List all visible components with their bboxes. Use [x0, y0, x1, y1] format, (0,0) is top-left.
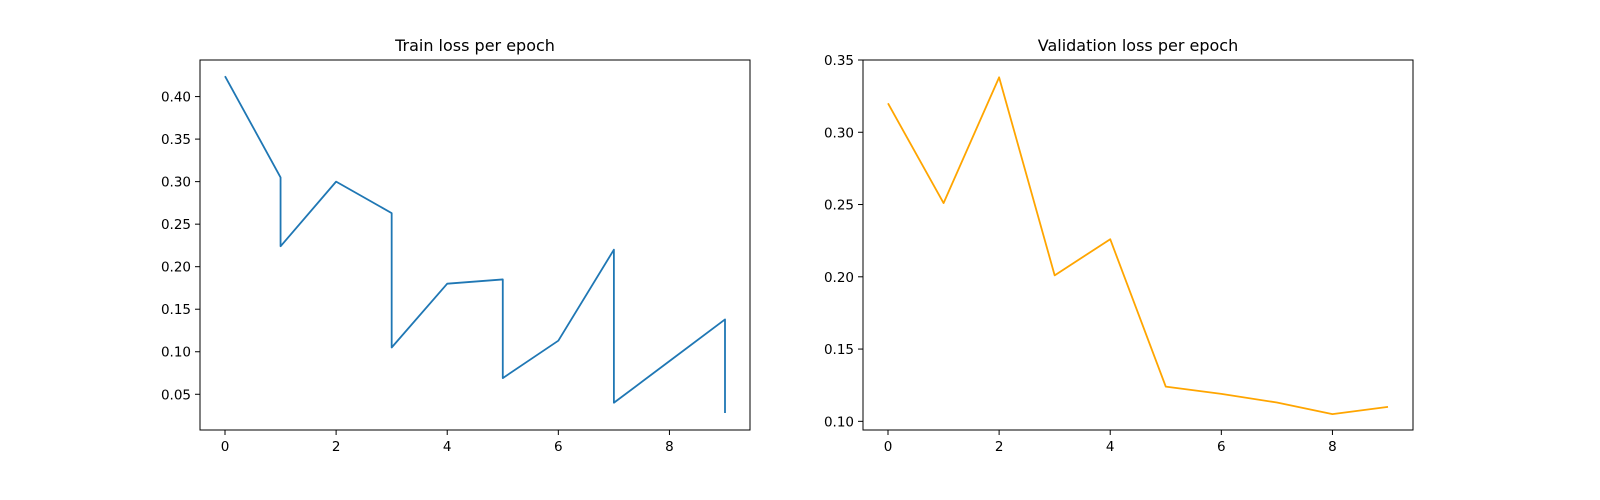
- train-y-tick-label: 0.30: [161, 175, 191, 191]
- validation-plot-frame: [862, 59, 1414, 431]
- validation-y-tick-label: 0.10: [824, 414, 854, 430]
- train-y-tick-label: 0.10: [161, 345, 191, 361]
- validation-x-tick-label: 0: [884, 439, 893, 455]
- validation-y-tick-label: 0.30: [824, 125, 854, 141]
- validation-y-tick-label: 0.35: [824, 53, 854, 69]
- train-y-tick-label: 0.25: [161, 217, 191, 233]
- validation-x-tick-label: 2: [995, 439, 1004, 455]
- validation-x-tick-label: 8: [1328, 439, 1337, 455]
- train-x-tick-label: 0: [221, 439, 230, 455]
- train-x-tick-label: 6: [554, 439, 563, 455]
- train-x-tick-label: 4: [443, 439, 452, 455]
- validation-x-tick-label: 4: [1106, 439, 1115, 455]
- validation-y-tick-label: 0.20: [824, 270, 854, 286]
- train-y-tick-label: 0.15: [161, 302, 191, 318]
- train-y-tick-label: 0.05: [161, 387, 191, 403]
- train-loss-line: [224, 75, 726, 413]
- train-x-tick-label: 2: [332, 439, 341, 455]
- validation-y-tick-label: 0.25: [824, 198, 854, 214]
- validation-y-tick-label: 0.15: [824, 342, 854, 358]
- validation-x-tick-label: 6: [1217, 439, 1226, 455]
- train-x-tick-label: 8: [665, 439, 674, 455]
- train-y-tick-label: 0.35: [161, 132, 191, 148]
- train-y-tick-label: 0.20: [161, 260, 191, 276]
- validation-loss-line: [887, 76, 1389, 416]
- validation-loss-axes: Validation loss per epoch 0 2 4 6 8 0.10 0.15 0.…: [824, 36, 1414, 455]
- train-loss-axes: Train loss per epoch 0 2 4 6 8 0.05 0.10 0.15 0.2…: [161, 36, 751, 455]
- validation-chart-title: Validation loss per epoch: [1038, 36, 1238, 55]
- train-chart-title: Train loss per epoch: [394, 36, 555, 55]
- train-plot-frame: [199, 59, 751, 431]
- train-y-tick-label: 0.40: [161, 90, 191, 106]
